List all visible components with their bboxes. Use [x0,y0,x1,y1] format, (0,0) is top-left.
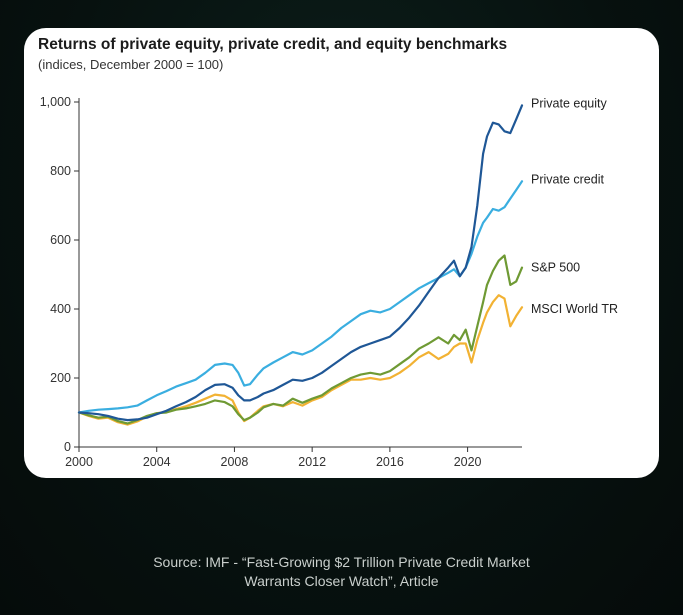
series-line-private-equity [77,104,524,422]
x-tick-label: 2012 [298,455,326,469]
y-tick-label: 0 [64,440,71,454]
line-chart: 0 200 400 600 800 1,000 2000 2004 2008 2012 2016 20… [40,95,618,469]
series-label-private-credit: Private credit [531,173,604,187]
x-tick-label: 2004 [143,455,171,469]
x-tick-label: 2000 [65,455,93,469]
chart-card: Returns of private equity, private credi… [24,28,659,478]
series-label-s-p-500: S&P 500 [531,261,580,275]
source-line-1: Source: IMF - “Fast-Growing $2 Trillion … [153,554,530,570]
series-line-private-credit [77,180,524,414]
y-tick-label: 800 [50,164,71,178]
source-line-2: Warrants Closer Watch”, Article [244,573,439,589]
x-tick-label: 2008 [221,455,249,469]
series-line-s-p-500 [77,254,524,425]
x-tick-label: 2020 [454,455,482,469]
y-tick-label: 600 [50,233,71,247]
x-tick-label: 2016 [376,455,404,469]
series-line-msci-world-tr [77,294,524,426]
y-tick-label: 400 [50,302,71,316]
series-label-private-equity: Private equity [531,97,607,111]
y-tick-label: 1,000 [40,95,71,109]
y-tick-label: 200 [50,371,71,385]
chart-title: Returns of private equity, private credi… [38,36,508,53]
series-label-msci-world-tr: MSCI World TR [531,302,618,316]
chart-subtitle: (indices, December 2000 = 100) [38,57,224,72]
source-caption: Source: IMF - “Fast-Growing $2 Trillion … [0,553,683,591]
